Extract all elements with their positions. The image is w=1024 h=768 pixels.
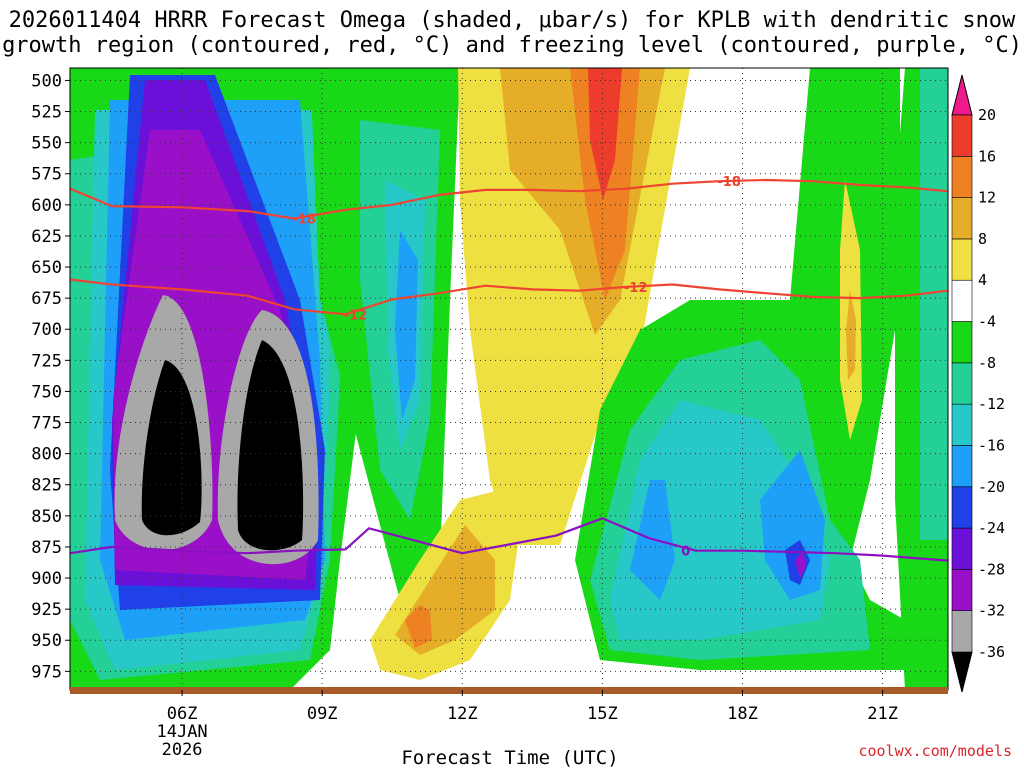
colorbar-swatch-12 [951,156,973,198]
colorbar-swatch-11 [951,197,973,240]
contour-label-minus18-left: -18 [292,213,316,228]
y-tick-label-975: 975 [31,662,62,682]
y-tick-label-725: 725 [31,351,62,371]
omega-region-sink-sliver-gold [846,290,856,380]
contour-labels: -18 -18 -12 -12 0 [292,175,741,560]
colorbar-label--16: -16 [978,436,1005,454]
colorbar-swatch-2 [951,569,973,611]
omega-region-lift-column-2-blue [395,230,418,420]
colorbar: -36 -32 -28 -24 -20 -16 -12 -8 -4 4 8 12 16 20 [951,74,1005,693]
x-tick-label-18Z: 18Z [727,704,758,724]
colorbar-top-arrow [951,74,973,116]
y-tick-label-825: 825 [31,476,62,496]
colorbar-bottom-arrow [951,651,973,693]
y-tick-label-525: 525 [31,103,62,123]
x-tick-label-21Z: 21Z [867,704,898,724]
y-tick-label-550: 550 [31,134,62,154]
y-tick-label-650: 650 [31,258,62,278]
colorbar-label-20: 20 [978,106,996,124]
contour-label-minus12-right: -12 [624,281,648,296]
chart-title-line-2: growth region (contoured, red, °C) and f… [2,33,1022,58]
colorbar-swatch-6 [951,403,973,446]
credit-text: coolwx.com/models [858,742,1012,760]
y-tick-label-900: 900 [31,569,62,589]
y-tick-label-800: 800 [31,445,62,465]
y-tick-label-700: 700 [31,320,62,340]
colorbar-swatch-5 [951,445,973,488]
temperature-contours [70,178,948,562]
terrain-ground-strip [70,687,948,694]
plot-grid [70,68,948,690]
colorbar-label-12: 12 [978,189,996,207]
contour-label-freezing: 0 [681,545,690,560]
omega-region-lift-right-teal [920,68,948,540]
x-tick-sublabel-1: 2026 [162,740,203,760]
y-tick-label-600: 600 [31,196,62,216]
y-axis-pressure: 500 525 550 575 600 625 650 675 700 725 750 775 800 8… [31,71,70,682]
contour-line-minus12 [70,278,948,316]
colorbar-label--24: -24 [978,519,1005,537]
colorbar-swatch-10 [951,238,973,281]
y-tick-label-675: 675 [31,289,62,309]
omega-region-sink-region-red [588,68,622,200]
x-axis-title: Forecast Time (UTC) [401,747,618,768]
contour-line-minus18 [70,178,948,220]
x-tick-label-06Z: 06Z [167,704,198,724]
x-tick-sublabel-0: 14JAN [156,722,207,742]
omega-shaded-field [70,68,948,690]
colorbar-label--32: -32 [978,602,1005,620]
colorbar-label--20: -20 [978,478,1005,496]
y-tick-label-500: 500 [31,71,62,91]
colorbar-label--36: -36 [978,643,1005,661]
colorbar-swatch-8 [951,321,973,364]
colorbar-label-4: 4 [978,271,987,289]
contour-label-minus18-right: -18 [717,175,741,190]
colorbar-label--28: -28 [978,560,1005,578]
y-tick-label-775: 775 [31,414,62,434]
colorbar-swatch-1 [951,610,973,653]
colorbar-label--4: -4 [978,313,996,331]
chart-title-line-1: 2026011404 HRRR Forecast Omega (shaded, … [9,8,1016,33]
y-tick-label-850: 850 [31,507,62,527]
y-tick-label-875: 875 [31,538,62,558]
colorbar-label--12: -12 [978,395,1005,413]
x-tick-label-15Z: 15Z [587,704,618,724]
colorbar-label-8: 8 [978,230,987,248]
colorbar-swatch-13 [951,114,973,157]
colorbar-swatch-3 [951,527,973,570]
y-tick-label-950: 950 [31,631,62,651]
colorbar-swatch-9 [951,279,973,322]
x-tick-label-09Z: 09Z [307,704,338,724]
contour-label-minus12-left: -12 [344,308,368,323]
y-tick-label-750: 750 [31,382,62,402]
colorbar-swatch-7 [951,362,973,405]
colorbar-swatch-4 [951,486,973,529]
omega-region-lift-core-black-1 [141,360,202,536]
contour-line-freezing [70,517,948,562]
y-tick-label-625: 625 [31,227,62,247]
omega-region-low-sink-orange [405,605,432,648]
y-tick-label-925: 925 [31,600,62,620]
omega-region-lift-late-purple [795,552,806,578]
colorbar-label--8: -8 [978,354,996,372]
colorbar-label-16: 16 [978,147,996,165]
y-tick-label-575: 575 [31,165,62,185]
omega-region-lift-core-black-2 [237,340,304,551]
x-tick-label-12Z: 12Z [447,704,478,724]
